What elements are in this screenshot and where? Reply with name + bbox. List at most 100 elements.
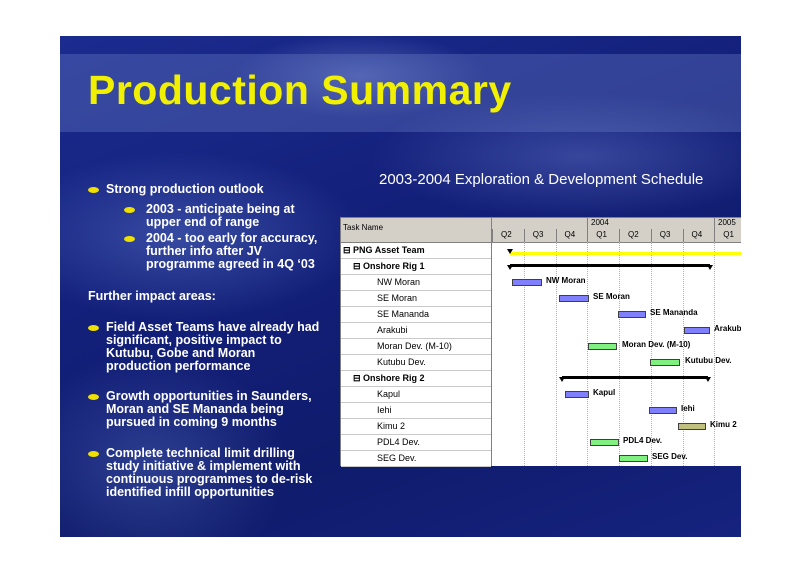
task-name: Kimu 2 xyxy=(377,421,406,431)
quarter-cell: Q2 xyxy=(492,229,525,242)
gridline xyxy=(587,242,589,466)
task-row[interactable]: Arakubi xyxy=(341,322,491,339)
year-label: 2005 xyxy=(718,218,736,227)
task-name: Arakubi xyxy=(377,325,408,335)
summary-end-marker-icon xyxy=(507,265,513,270)
task-row[interactable]: Moran Dev. (M-10) xyxy=(341,338,491,355)
quarter-cell: Q1 xyxy=(587,229,620,242)
quarter-cell: Q3 xyxy=(523,229,557,242)
task-name: Kutubu Dev. xyxy=(377,357,426,367)
task-bar[interactable] xyxy=(649,407,677,414)
year-label: 2004 xyxy=(591,218,609,227)
milestone-marker-icon xyxy=(507,249,513,254)
sub-bullet-text: programme agreed in 4Q ‘03 xyxy=(146,257,315,271)
sub-bullet-text: further info after JV xyxy=(146,244,262,258)
task-row[interactable]: SE Moran xyxy=(341,290,491,307)
task-row[interactable]: SE Mananda xyxy=(341,306,491,323)
quarter-cell: Q4 xyxy=(682,229,716,242)
task-name-header: Task Name xyxy=(341,218,491,243)
bullet-text: Moran and SE Mananda being xyxy=(106,402,284,416)
bullet-text: production performance xyxy=(106,359,251,373)
quarter-cell: Q2 xyxy=(619,229,652,242)
year-cell: 2005 xyxy=(714,218,741,229)
task-name: Kapul xyxy=(377,389,401,399)
task-bar[interactable] xyxy=(565,391,589,398)
year-cell: 2004 xyxy=(587,218,714,229)
task-bar[interactable] xyxy=(588,343,617,350)
bullet-dot-icon xyxy=(88,394,99,400)
bullet-dot-icon xyxy=(88,451,99,457)
task-bar-label: Iehi xyxy=(681,404,695,413)
quarter-cell: Q3 xyxy=(650,229,684,242)
task-name: Iehi xyxy=(377,405,392,415)
timeline: 2004 2005 Q2 Q3 Q4 Q1 Q2 Q3 Q4 Q1 NW Moran SE Mo… xyxy=(492,218,741,466)
task-row[interactable]: Kutubu Dev. xyxy=(341,354,491,371)
task-name: SE Moran xyxy=(377,293,418,303)
task-row[interactable]: PDL4 Dev. xyxy=(341,434,491,451)
task-name: SE Mananda xyxy=(377,309,430,319)
team-summary-bar xyxy=(510,252,741,255)
task-bar-label: Moran Dev. (M-10) xyxy=(622,340,691,349)
bullet-dot-icon xyxy=(124,207,135,213)
section-heading: Further impact areas: xyxy=(88,289,216,303)
summary-end-marker-icon xyxy=(707,265,713,270)
task-row[interactable]: ⊟ Onshore Rig 2 xyxy=(341,370,491,387)
quarter-cell: Q1 xyxy=(714,229,741,242)
gridline xyxy=(619,242,620,466)
task-name: NW Moran xyxy=(377,277,421,287)
task-row[interactable]: Kimu 2 xyxy=(341,418,491,435)
task-bar[interactable] xyxy=(559,295,589,302)
bullet-text: continuous programmes to de-risk xyxy=(106,472,313,486)
task-bar[interactable] xyxy=(618,311,646,318)
task-bar[interactable] xyxy=(590,439,619,446)
quarter-label: Q3 xyxy=(659,230,671,239)
summary-bar xyxy=(562,376,708,379)
task-bar-label: SE Moran xyxy=(593,292,630,301)
quarter-label: Q3 xyxy=(532,230,544,239)
task-column: Task Name ⊟ PNG Asset Team ⊟ Onshore Rig … xyxy=(341,218,492,467)
bullet-text: pursued in coming 9 months xyxy=(106,415,277,429)
gridline xyxy=(523,242,525,466)
task-bar-label: SE Mananda xyxy=(650,308,698,317)
task-bar[interactable] xyxy=(678,423,706,430)
task-row[interactable]: Iehi xyxy=(341,402,491,419)
bullet-text: Strong production outlook xyxy=(106,182,264,196)
quarter-label: Q1 xyxy=(596,230,607,239)
schedule-title: 2003-2004 Exploration & Development Sche… xyxy=(379,171,704,188)
task-row[interactable]: ⊟ Onshore Rig 1 xyxy=(341,258,491,275)
bullet-text: Field Asset Teams have already had xyxy=(106,320,320,334)
gridline xyxy=(555,242,557,466)
task-name: PDL4 Dev. xyxy=(377,437,420,447)
task-name-header-label: Task Name xyxy=(343,223,384,232)
bullet-text: Growth opportunities in Saunders, xyxy=(106,389,312,403)
summary-bar xyxy=(510,264,710,267)
task-row[interactable]: ⊟ PNG Asset Team xyxy=(341,242,491,259)
task-row[interactable]: Kapul xyxy=(341,386,491,403)
task-bar[interactable] xyxy=(684,327,710,334)
task-bar-label: Kapul xyxy=(593,388,616,397)
task-bar-label: SEG Dev. xyxy=(652,452,688,461)
task-bar-label: PDL4 Dev. xyxy=(623,436,662,445)
summary-end-marker-icon xyxy=(705,377,711,382)
task-bar-label: Kimu 2 xyxy=(710,420,737,429)
sub-bullet-text: 2004 - too early for accuracy, xyxy=(146,231,318,245)
task-row[interactable]: NW Moran xyxy=(341,274,491,291)
task-bar[interactable] xyxy=(650,359,680,366)
gridline xyxy=(682,242,684,466)
bullet-text: identified infill opportunities xyxy=(106,485,275,499)
quarter-label: Q2 xyxy=(628,230,639,239)
page-title: Production Summary xyxy=(88,67,512,113)
sub-bullet-text: 2003 - anticipate being at xyxy=(146,202,295,216)
title-band xyxy=(60,54,741,132)
task-row[interactable]: SEG Dev. xyxy=(341,450,491,467)
bullet-dot-icon xyxy=(88,187,99,193)
task-name: Moran Dev. (M-10) xyxy=(377,341,452,351)
task-bar[interactable] xyxy=(619,455,648,462)
bullet-text: Complete technical limit drilling xyxy=(106,446,295,460)
summary-end-marker-icon xyxy=(559,377,565,382)
task-name: ⊟ PNG Asset Team xyxy=(343,245,425,255)
quarter-cell: Q4 xyxy=(555,229,589,242)
task-bar[interactable] xyxy=(512,279,542,286)
task-name: SEG Dev. xyxy=(377,453,417,463)
gridline xyxy=(714,242,716,466)
